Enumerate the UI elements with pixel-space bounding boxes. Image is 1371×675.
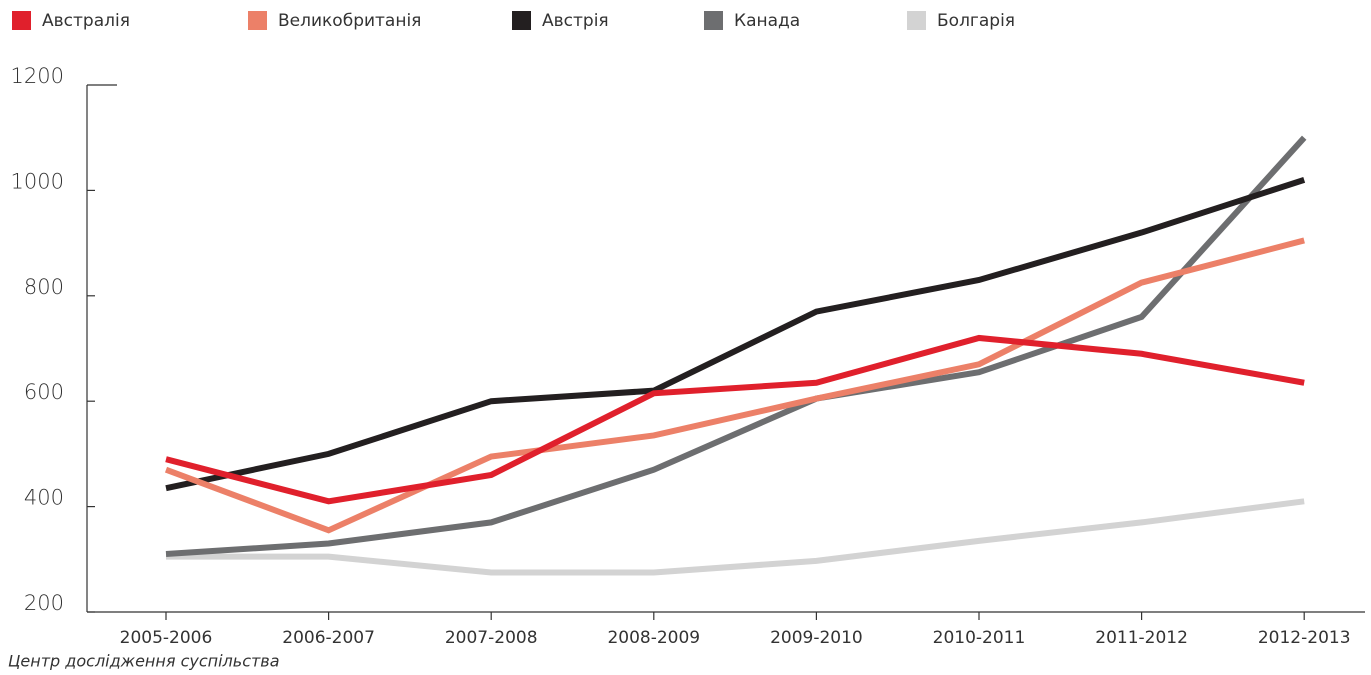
series-line bbox=[165, 135, 1307, 558]
x-tick-label: 2009-2010 bbox=[770, 628, 863, 648]
x-tick-label: 2012-2013 bbox=[1258, 628, 1351, 648]
legend-swatch bbox=[907, 11, 926, 30]
series-line bbox=[165, 177, 1306, 492]
series-line bbox=[165, 334, 1305, 505]
y-tick-label: 800 bbox=[24, 275, 64, 299]
legend-label: Канада bbox=[734, 11, 800, 31]
legend-label: Австрія bbox=[542, 11, 609, 31]
y-tick-label: 400 bbox=[24, 486, 64, 510]
x-tick-label: 2006-2007 bbox=[282, 628, 375, 648]
legend-swatch bbox=[704, 11, 723, 30]
legend-label: Болгарія bbox=[937, 11, 1015, 31]
series-line bbox=[166, 498, 1305, 576]
x-tick-label: 2007-2008 bbox=[445, 628, 538, 648]
legend-swatch bbox=[12, 11, 31, 30]
x-tick-label: 2010-2011 bbox=[933, 628, 1026, 648]
y-tick-label: 1200 bbox=[11, 64, 64, 88]
x-tick-label: 2011-2012 bbox=[1095, 628, 1188, 648]
y-tick-label: 1000 bbox=[11, 169, 64, 193]
legend-swatch bbox=[512, 11, 531, 30]
source: Центр дослідження суспільства bbox=[8, 652, 280, 671]
legend-label: Великобританія bbox=[278, 11, 421, 31]
y-tick-label: 600 bbox=[24, 380, 64, 404]
legend-label: Австралія bbox=[42, 11, 130, 31]
y-tick-label: 200 bbox=[24, 591, 64, 615]
legend-swatch bbox=[248, 11, 267, 30]
series-line bbox=[164, 237, 1305, 534]
x-tick-label: 2008-2009 bbox=[607, 628, 700, 648]
x-tick-label: 2005-2006 bbox=[120, 628, 213, 648]
